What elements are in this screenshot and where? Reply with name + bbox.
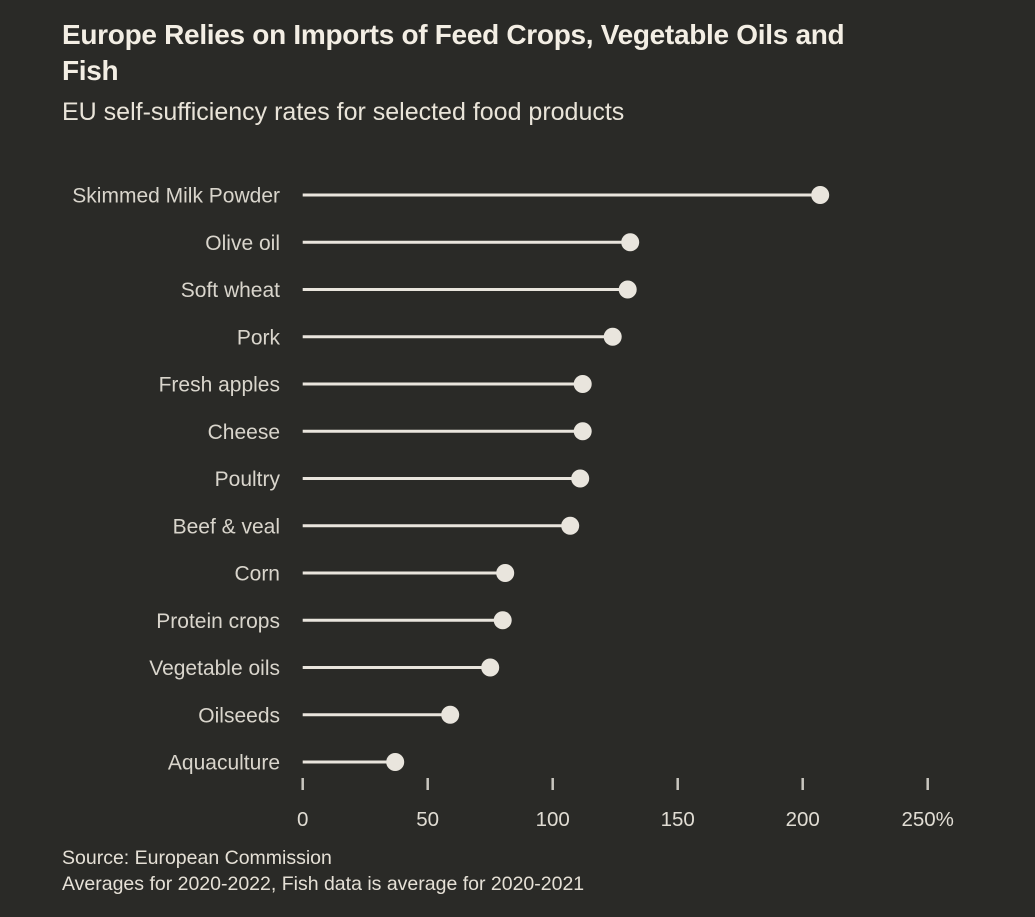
x-axis-tick-label: 200: [786, 808, 820, 831]
lollipop-dot: [481, 658, 500, 677]
note-line: Averages for 2020-2022, Fish data is ave…: [62, 873, 585, 895]
chart-title-line-2: Fish: [62, 55, 119, 86]
category-label: Aquaculture: [168, 752, 280, 775]
category-label: Poultry: [215, 468, 281, 491]
chart-subtitle: EU self-sufficiency rates for selected f…: [62, 98, 625, 126]
lollipop-dot: [561, 516, 580, 535]
category-label: Protein crops: [156, 610, 280, 633]
category-label: Vegetable oils: [149, 657, 280, 680]
category-label: Oilseeds: [198, 704, 280, 727]
lollipop-dot: [386, 753, 405, 771]
category-label: Corn: [234, 563, 280, 586]
lollipop-dot: [571, 469, 590, 488]
lollipop-dot: [441, 705, 460, 724]
category-label: Olive oil: [205, 232, 280, 255]
x-axis-tick-label: 50: [416, 808, 439, 831]
lollipop-dot: [811, 186, 830, 204]
chart-title-line-1: Europe Relies on Imports of Feed Crops, …: [62, 19, 845, 50]
source-block: Source: European Commission Averages for…: [62, 845, 584, 897]
category-label: Skimmed Milk Powder: [72, 185, 280, 208]
x-axis-tick-label: 100: [536, 808, 570, 831]
chart-title: Europe Relies on Imports of Feed Crops, …: [62, 17, 962, 89]
lollipop-chart: Skimmed Milk Powder Olive oil Soft wheat Po…: [72, 185, 954, 832]
category-label: Beef & veal: [173, 515, 280, 538]
source-line: Source: European Commission: [62, 847, 332, 869]
lollipop-dot: [493, 611, 512, 630]
category-label: Cheese: [208, 421, 280, 444]
lollipop-dot: [573, 375, 592, 393]
x-axis-tick-label: 0: [297, 808, 308, 831]
x-axis-tick-label: 250%: [901, 808, 953, 831]
lollipop-dot: [621, 233, 640, 252]
category-label: Pork: [237, 326, 281, 349]
lollipop-dot: [573, 422, 592, 441]
lollipop-dot: [496, 564, 515, 582]
x-axis-tick-label: 150: [661, 808, 695, 831]
category-label: Fresh apples: [159, 374, 280, 397]
category-label: Soft wheat: [181, 279, 280, 302]
lollipop-dot: [618, 280, 637, 299]
lollipop-dot: [603, 327, 622, 346]
